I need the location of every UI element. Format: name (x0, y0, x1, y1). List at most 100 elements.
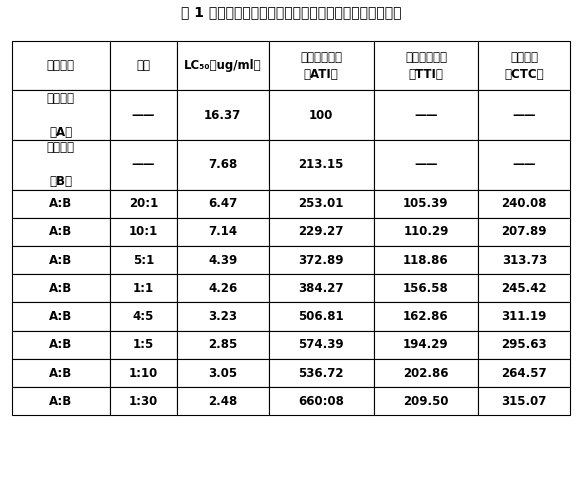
Bar (374, 190, 478, 218)
Text: 372.89: 372.89 (299, 253, 344, 267)
Text: 4:5: 4:5 (133, 310, 154, 323)
Text: 7.68: 7.68 (208, 158, 237, 171)
Bar (374, 302, 478, 331)
Text: A:B: A:B (49, 310, 73, 323)
Text: 1:30: 1:30 (129, 395, 158, 408)
Text: A:B: A:B (49, 366, 73, 379)
Bar (177, 91, 269, 140)
Bar (269, 140, 374, 190)
Bar (110, 218, 177, 246)
Text: 384.27: 384.27 (299, 282, 344, 295)
Bar (110, 91, 177, 140)
Bar (478, 41, 570, 91)
Text: 3.05: 3.05 (208, 366, 237, 379)
Bar (478, 140, 570, 190)
Text: 1:1: 1:1 (133, 282, 154, 295)
Bar (12, 218, 110, 246)
Text: 207.89: 207.89 (502, 225, 547, 239)
Text: 264.57: 264.57 (502, 366, 547, 379)
Bar (110, 140, 177, 190)
Bar (110, 190, 177, 218)
Bar (269, 41, 374, 91)
Text: 574.39: 574.39 (299, 338, 344, 351)
Text: 2.48: 2.48 (208, 395, 237, 408)
Text: 100: 100 (309, 109, 333, 122)
Bar (12, 331, 110, 359)
Bar (12, 274, 110, 302)
Bar (374, 140, 478, 190)
Bar (269, 274, 374, 302)
Bar (478, 359, 570, 387)
Bar (177, 387, 269, 415)
Text: ——: —— (132, 109, 155, 122)
Text: 105.39: 105.39 (403, 197, 449, 210)
Bar (177, 359, 269, 387)
Text: 3.23: 3.23 (208, 310, 237, 323)
Text: ——: —— (132, 158, 155, 171)
Bar (269, 246, 374, 274)
Text: A:B: A:B (49, 395, 73, 408)
Bar (478, 91, 570, 140)
Text: 6.47: 6.47 (208, 197, 237, 210)
Text: 110.29: 110.29 (403, 225, 449, 239)
Text: 腈吡螨酯

（B）: 腈吡螨酯 （B） (47, 141, 75, 188)
Bar (177, 302, 269, 331)
Bar (110, 359, 177, 387)
Text: 1:5: 1:5 (133, 338, 154, 351)
Bar (110, 387, 177, 415)
Text: A:B: A:B (49, 282, 73, 295)
Bar (177, 140, 269, 190)
Text: 660:08: 660:08 (298, 395, 344, 408)
Text: A:B: A:B (49, 338, 73, 351)
Bar (374, 246, 478, 274)
Text: 7.14: 7.14 (208, 225, 237, 239)
Bar (177, 41, 269, 91)
Bar (374, 41, 478, 91)
Text: 4.39: 4.39 (208, 253, 237, 267)
Bar (374, 274, 478, 302)
Text: 共毒系数
（CTC）: 共毒系数 （CTC） (505, 50, 544, 80)
Text: A:B: A:B (49, 197, 73, 210)
Text: ——: —— (414, 109, 438, 122)
Bar (374, 331, 478, 359)
Bar (478, 387, 570, 415)
Text: 229.27: 229.27 (299, 225, 344, 239)
Text: LC₅₀（ug/ml）: LC₅₀（ug/ml） (184, 59, 261, 72)
Bar (12, 91, 110, 140)
Text: 实测毒力指数
（ATI）: 实测毒力指数 （ATI） (300, 50, 342, 80)
Text: 194.29: 194.29 (403, 338, 449, 351)
Bar (478, 274, 570, 302)
Bar (12, 140, 110, 190)
Text: 1:10: 1:10 (129, 366, 158, 379)
Bar (110, 246, 177, 274)
Bar (12, 302, 110, 331)
Bar (110, 302, 177, 331)
Bar (478, 218, 570, 246)
Bar (177, 190, 269, 218)
Text: 253.01: 253.01 (299, 197, 344, 210)
Bar (269, 190, 374, 218)
Bar (374, 218, 478, 246)
Text: 506.81: 506.81 (299, 310, 344, 323)
Text: 295.63: 295.63 (502, 338, 547, 351)
Bar (12, 387, 110, 415)
Text: 313.73: 313.73 (502, 253, 547, 267)
Text: 118.86: 118.86 (403, 253, 449, 267)
Bar (12, 41, 110, 91)
Bar (177, 218, 269, 246)
Text: 20:1: 20:1 (129, 197, 158, 210)
Bar (269, 302, 374, 331)
Text: 2.85: 2.85 (208, 338, 237, 351)
Bar (177, 331, 269, 359)
Bar (269, 218, 374, 246)
Text: 311.19: 311.19 (502, 310, 547, 323)
Text: 配比: 配比 (136, 59, 150, 72)
Text: 16.37: 16.37 (204, 109, 242, 122)
Text: ——: —— (414, 158, 438, 171)
Text: 表 1 氟虫吡喹和腈吡螨酯复配对柑橘红蜘蛛室内毒力测定: 表 1 氟虫吡喹和腈吡螨酯复配对柑橘红蜘蛛室内毒力测定 (181, 5, 401, 19)
Bar (177, 274, 269, 302)
Text: ——: —— (513, 109, 536, 122)
Text: 供试药剂: 供试药剂 (47, 59, 75, 72)
Text: 209.50: 209.50 (403, 395, 449, 408)
Bar (12, 359, 110, 387)
